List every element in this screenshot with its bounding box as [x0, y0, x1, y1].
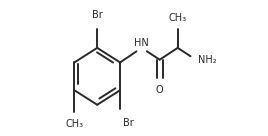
Text: NH₂: NH₂ [198, 55, 217, 65]
Text: CH₃: CH₃ [65, 119, 83, 129]
Text: Br: Br [123, 118, 134, 128]
Text: CH₃: CH₃ [169, 13, 187, 23]
Text: Br: Br [92, 10, 103, 20]
Text: O: O [156, 85, 163, 95]
Text: HN: HN [134, 38, 149, 48]
